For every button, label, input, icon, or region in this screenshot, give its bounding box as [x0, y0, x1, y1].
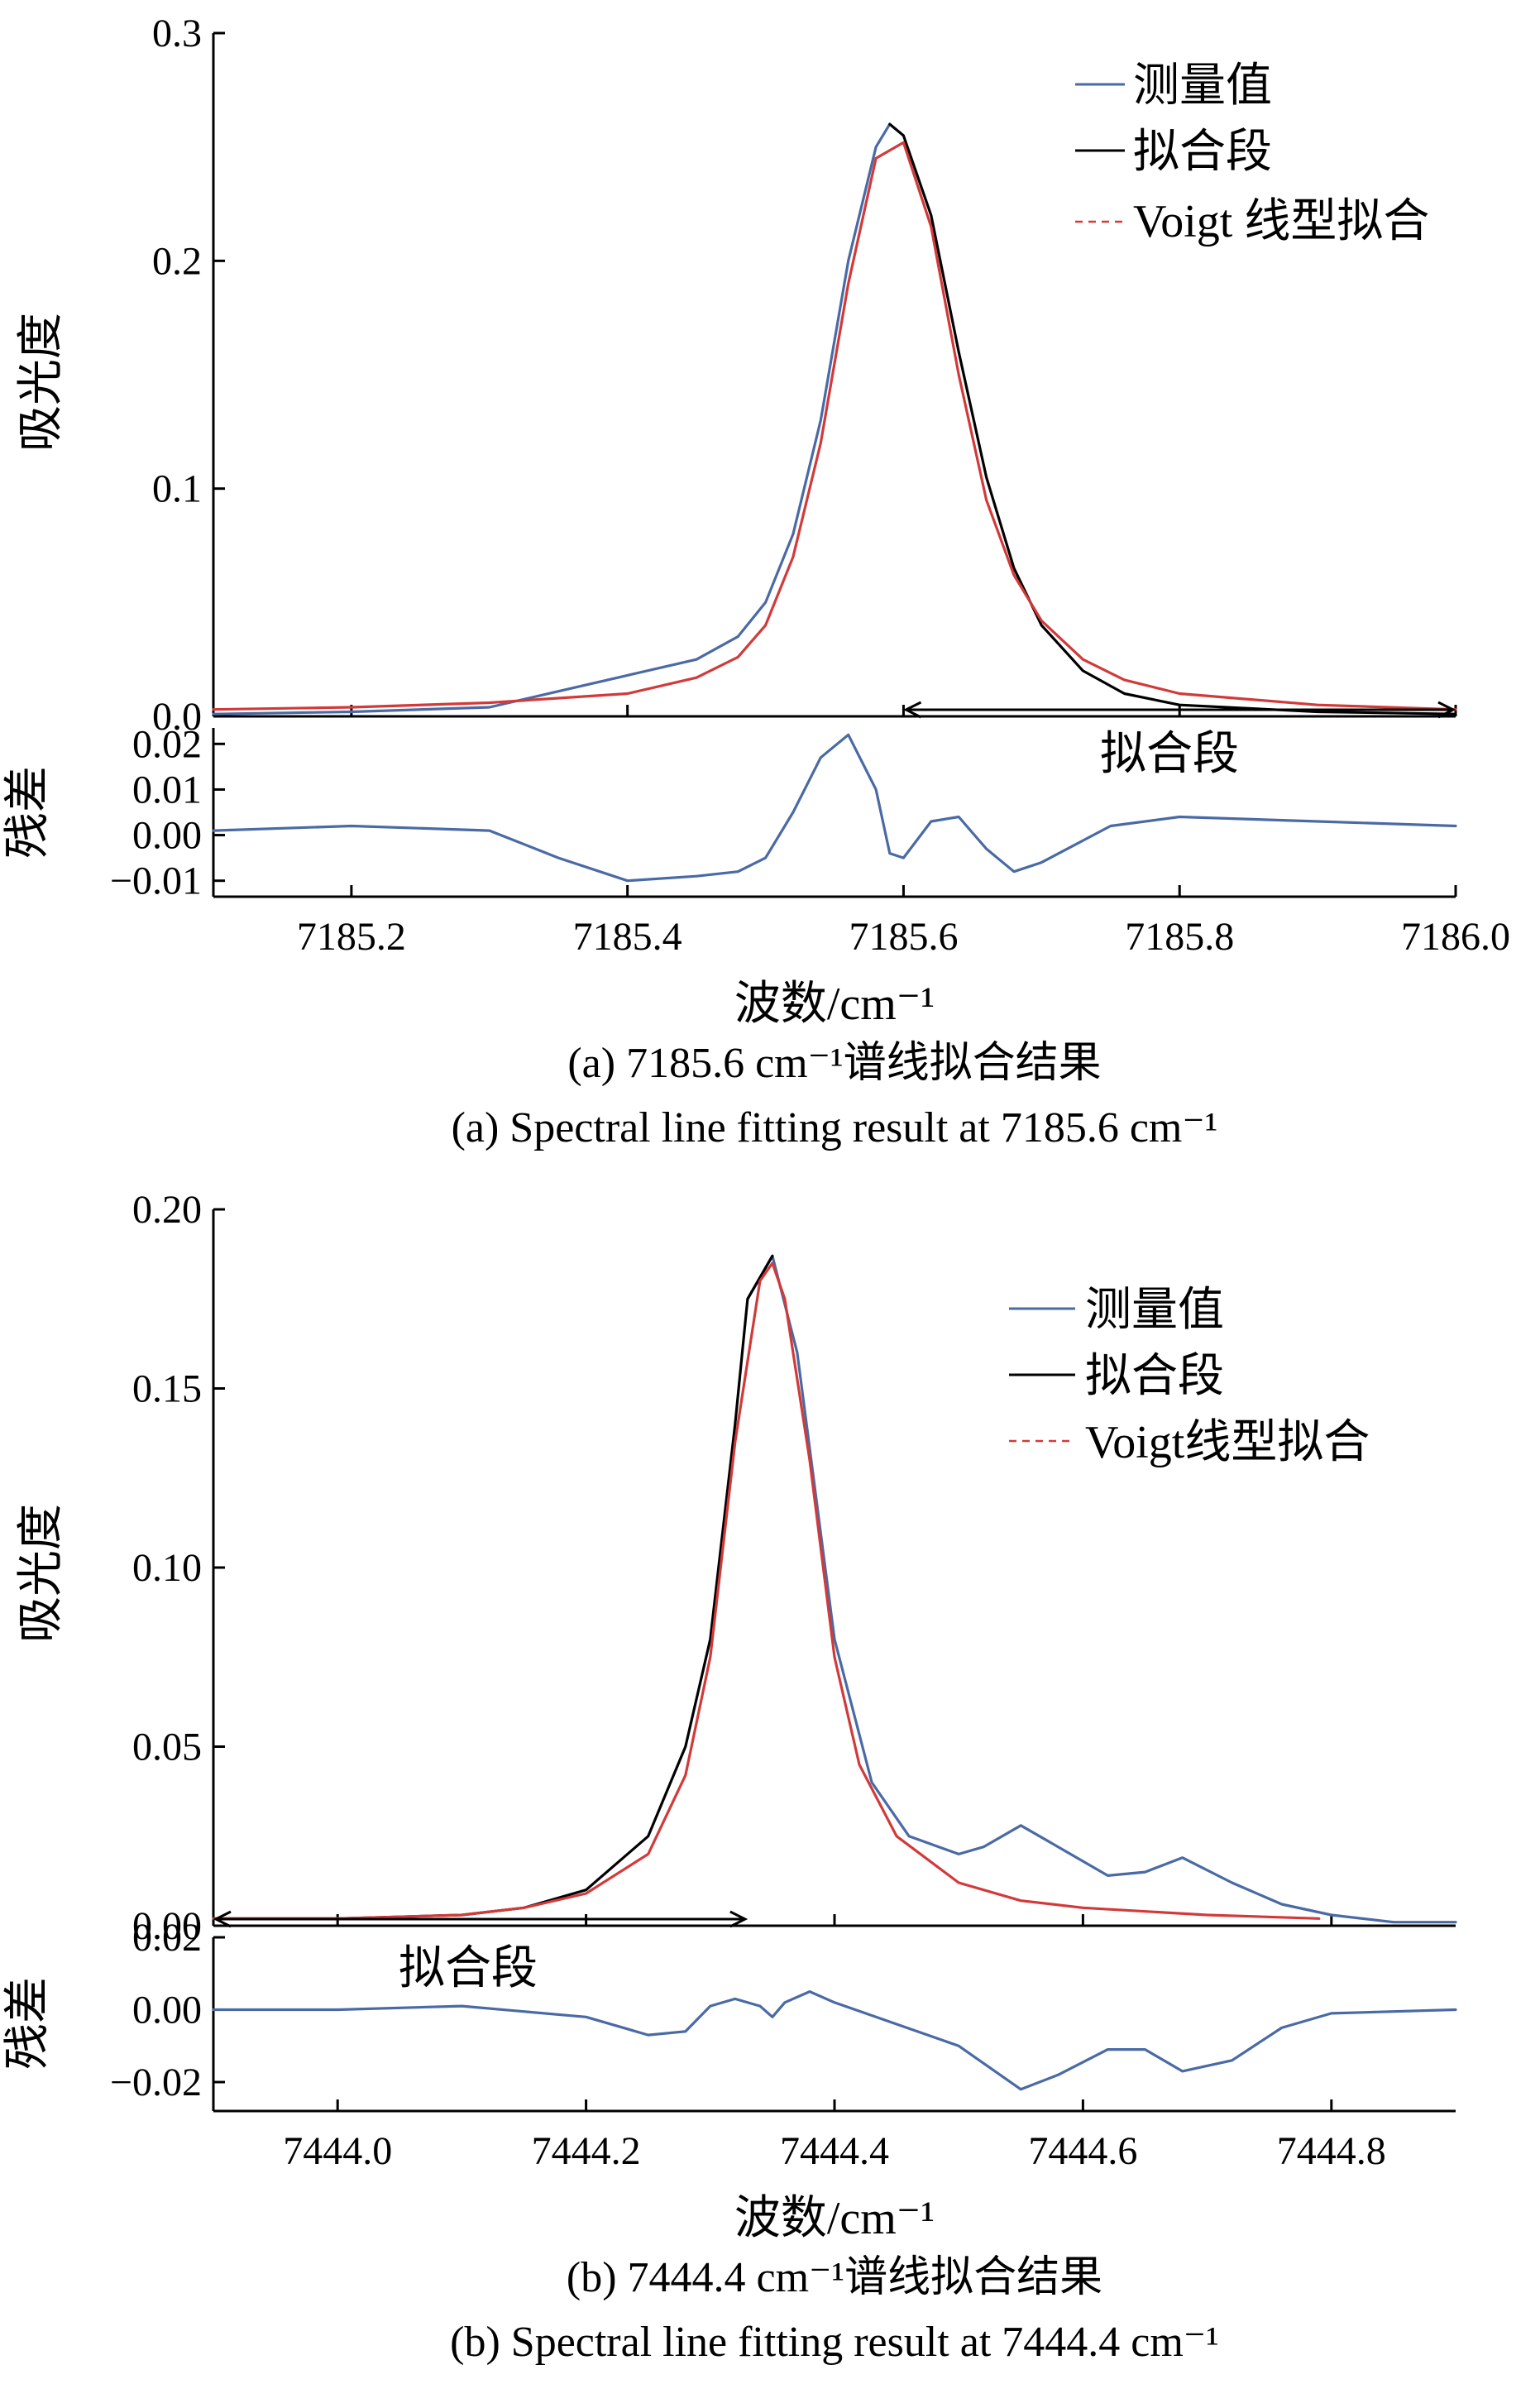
- y-tick-label: 0.00: [132, 1904, 202, 1948]
- series-line-0: [212, 122, 892, 716]
- panel-b-annotation-label: 拟合段: [399, 1943, 538, 1994]
- x-tick-label: 7444.6: [1028, 2129, 1137, 2173]
- panel-a-xlabel: 波数/cm⁻¹: [734, 979, 935, 1030]
- panel-b-caption-en: (b) Spectral line fitting result at 7444…: [450, 2319, 1219, 2366]
- panel-b-res-y-ticks: −0.02 0.00 0.02: [110, 1916, 225, 2104]
- annotation-arrow-head-right: [729, 1910, 748, 1928]
- panel-a-y-ticks: 0.0 0.1 0.2 0.3: [152, 12, 225, 739]
- y-tick-label: −0.02: [110, 2061, 202, 2104]
- x-tick-label: 7185.2: [297, 915, 406, 959]
- panel-a-x-ticks: 7185.2 7185.4 7185.6 7185.8 7186.0: [297, 885, 1510, 959]
- panel-b-ylabel: 吸光度: [16, 1504, 67, 1643]
- panel-b-xlabel: 波数/cm⁻¹: [734, 2193, 935, 2244]
- panel-b-main-plot: 0.00 0.05 0.10 0.15 0.20 吸光度 测量值 拟合段 Voigt线型…: [16, 1188, 1457, 1994]
- panel-b-res-series: [212, 1990, 1457, 2091]
- panel-a-ylabel: 吸光度: [16, 313, 67, 452]
- panel-b-legend: 测量值 拟合段 Voigt线型拟合: [1009, 1285, 1370, 1468]
- panel-a-legend: 测量值 拟合段 Voigt 线型拟合: [1075, 60, 1429, 247]
- x-tick-label: 7185.4: [573, 915, 682, 959]
- panel-b-x-ticks: 7444.0 7444.2 7444.4 7444.6 7444.8: [283, 2099, 1386, 2173]
- series-line-2: [212, 141, 1457, 711]
- panel-b-series: [212, 1254, 1457, 1926]
- y-tick-label: 0.02: [132, 722, 202, 766]
- panel-a-fit-arrow: [903, 701, 1456, 719]
- x-tick-label: 7444.2: [532, 2129, 641, 2173]
- panel-a-main-plot: 0.0 0.1 0.2 0.3 吸光度 测量值 拟合段 Voigt 线型拟合 拟合段: [16, 12, 1457, 780]
- panel-a-annotation-label: 拟合段: [1100, 729, 1239, 780]
- panel-a-res-ylabel: 残差: [2, 766, 54, 859]
- panel-b-residual-plot: −0.020.000.02 7444.0 7444.2 7444.4 7444.6 74…: [2, 1916, 1457, 2244]
- legend-label-fit-segment: 拟合段: [1133, 127, 1272, 178]
- legend-label-voigt: Voigt 线型拟合: [1133, 196, 1429, 247]
- x-tick-label: 7185.8: [1125, 915, 1234, 959]
- legend-label-voigt: Voigt线型拟合: [1085, 1417, 1370, 1468]
- y-tick-label: 0.3: [152, 12, 202, 55]
- x-tick-label: 7444.4: [780, 2129, 889, 2173]
- series-line-residual: [212, 733, 1457, 883]
- panel-b-y-ticks: 0.00 0.05 0.10 0.15 0.20: [132, 1188, 225, 1948]
- panel-a-res-y-ticks: −0.010.000.010.02: [110, 722, 225, 903]
- series-line-1: [212, 1254, 774, 1920]
- y-tick-label: 0.00: [132, 814, 202, 858]
- panel-b-caption-cn: (b) 7444.4 cm⁻¹谱线拟合结果: [567, 2254, 1102, 2301]
- y-tick-label: 0.02: [132, 1916, 202, 1960]
- panel-b-res-ylabel: 残差: [2, 1977, 54, 2070]
- y-tick-label: 0.1: [152, 467, 202, 511]
- legend-label-fit-segment: 拟合段: [1085, 1351, 1224, 1402]
- x-tick-label: 7444.0: [283, 2129, 392, 2173]
- x-tick-label: 7185.6: [849, 915, 958, 959]
- panel-a-series: [212, 122, 1457, 716]
- series-line-0: [746, 1254, 1457, 1924]
- panel-a-caption-en: (a) Spectral line fitting result at 7185…: [452, 1104, 1218, 1151]
- panel-a-res-series: [212, 733, 1457, 883]
- legend-label-measured: 测量值: [1133, 60, 1272, 112]
- x-tick-label: 7186.0: [1401, 915, 1510, 959]
- y-tick-label: 0.2: [152, 239, 202, 283]
- y-tick-label: 0.01: [132, 768, 202, 811]
- x-tick-label: 7444.8: [1277, 2129, 1386, 2173]
- panel-a-caption-cn: (a) 7185.6 cm⁻¹谱线拟合结果: [567, 1040, 1101, 1087]
- y-tick-label: 0.05: [132, 1726, 202, 1769]
- panel-a-residual-plot: −0.010.000.010.02 7185.2 7185.4 7185.6 7185…: [2, 722, 1510, 1030]
- y-tick-label: 0.15: [132, 1367, 202, 1411]
- y-tick-label: 0.0: [152, 695, 202, 739]
- annotation-arrow-head-left: [903, 701, 922, 719]
- series-line-residual: [212, 1990, 1457, 2091]
- annotation-arrow-head-left: [213, 1910, 232, 1928]
- y-tick-label: 0.00: [132, 1989, 202, 2032]
- panel-b-fit-arrow: [213, 1910, 748, 1928]
- y-tick-label: 0.10: [132, 1546, 202, 1590]
- legend-label-measured: 测量值: [1085, 1285, 1224, 1336]
- y-tick-label: 0.20: [132, 1188, 202, 1232]
- annotation-arrow-head-right: [1437, 701, 1456, 719]
- y-tick-label: −0.01: [110, 859, 202, 903]
- series-line-2: [212, 1261, 1321, 1920]
